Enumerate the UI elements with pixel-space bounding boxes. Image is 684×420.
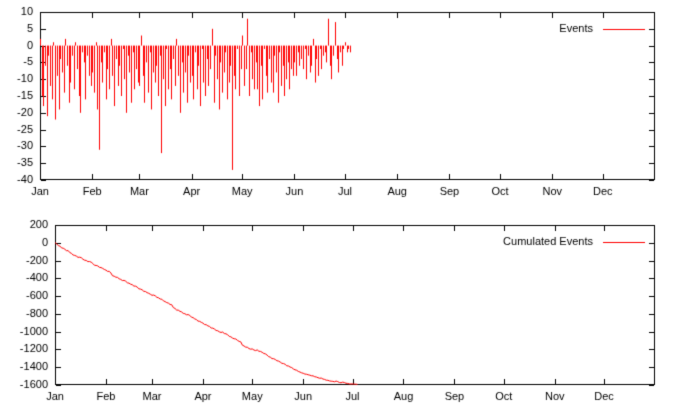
cumulated-events-line-chart [0, 210, 684, 420]
events-impulse-chart [0, 0, 684, 210]
